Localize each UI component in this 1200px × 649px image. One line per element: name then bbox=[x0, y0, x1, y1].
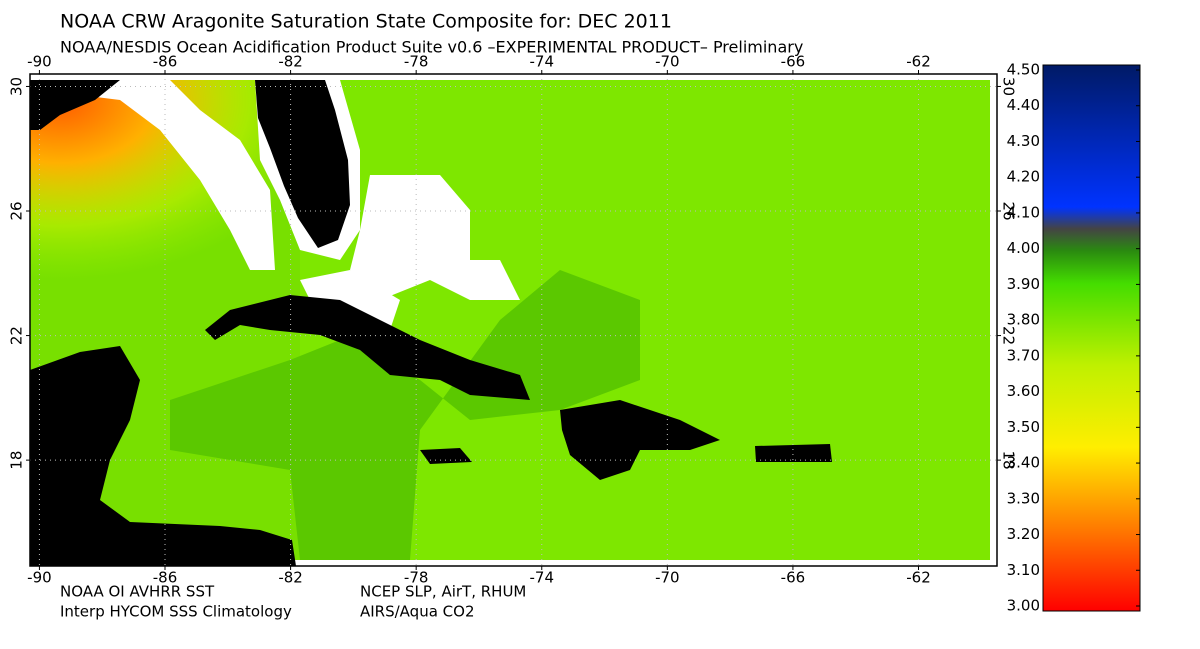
y-tick-label: 22 bbox=[8, 326, 26, 345]
y-tick-label: 22 bbox=[1000, 326, 1018, 345]
x-tick-label: -78 bbox=[404, 53, 429, 71]
colorbar-label: 3.90 bbox=[1007, 275, 1040, 293]
land bbox=[755, 444, 832, 462]
x-tick-label: -86 bbox=[153, 53, 178, 71]
y-tick-label: 26 bbox=[1000, 201, 1018, 220]
footer-text: Interp HYCOM SSS Climatology bbox=[60, 603, 292, 621]
colorbar-label: 3.30 bbox=[1007, 489, 1040, 507]
y-tick-label: 30 bbox=[8, 77, 26, 96]
x-tick-label: -62 bbox=[906, 53, 931, 71]
y-tick-label: 18 bbox=[8, 451, 26, 470]
subtitle: NOAA/NESDIS Ocean Acidification Product … bbox=[60, 38, 803, 57]
x-tick-label: -70 bbox=[655, 53, 680, 71]
land bbox=[420, 448, 472, 464]
colorbar bbox=[1042, 64, 1141, 612]
map-field bbox=[29, 73, 998, 567]
footer-text: NOAA OI AVHRR SST bbox=[60, 583, 215, 601]
x-tick-label: -70 bbox=[655, 569, 680, 587]
colorbar-label: 4.40 bbox=[1007, 96, 1040, 114]
x-tick-label: -90 bbox=[27, 53, 52, 71]
colorbar-label: 3.60 bbox=[1007, 382, 1040, 400]
land bbox=[30, 346, 296, 566]
x-tick-label: -82 bbox=[278, 53, 303, 71]
colorbar-label: 4.30 bbox=[1007, 132, 1040, 150]
title: NOAA CRW Aragonite Saturation State Comp… bbox=[60, 11, 672, 33]
land bbox=[30, 80, 120, 130]
x-tick-label: -66 bbox=[781, 569, 806, 587]
footer-text: AIRS/Aqua CO2 bbox=[360, 603, 475, 621]
x-tick-label: -66 bbox=[781, 53, 806, 71]
x-tick-label: -74 bbox=[530, 53, 555, 71]
footer-text: NCEP SLP, AirT, RHUM bbox=[360, 583, 526, 601]
colorbar-label: 3.20 bbox=[1007, 525, 1040, 543]
colorbar-label: 4.50 bbox=[1007, 61, 1040, 79]
colorbar-label: 3.80 bbox=[1007, 311, 1040, 329]
ocean-low bbox=[170, 270, 640, 560]
colorbar-label: 3.50 bbox=[1007, 418, 1040, 436]
shelf bbox=[350, 175, 520, 300]
y-tick-label: 30 bbox=[1000, 77, 1018, 96]
map-frame bbox=[29, 73, 998, 567]
colorbar-label: 4.10 bbox=[1007, 203, 1040, 221]
colorbar-label: 3.40 bbox=[1007, 454, 1040, 472]
shelf bbox=[30, 80, 275, 270]
y-tick-label: 18 bbox=[1000, 451, 1018, 470]
x-tick-label: -62 bbox=[906, 569, 931, 587]
x-tick-label: -78 bbox=[404, 569, 429, 587]
colorbar-label: 4.20 bbox=[1007, 168, 1040, 186]
x-tick-label: -86 bbox=[153, 569, 178, 587]
land bbox=[205, 295, 530, 400]
colorbar-label: 4.00 bbox=[1007, 239, 1040, 257]
colorbar-label: 3.10 bbox=[1007, 561, 1040, 579]
margin bbox=[990, 74, 997, 566]
colorbar-label: 3.70 bbox=[1007, 346, 1040, 364]
x-tick-label: -74 bbox=[530, 569, 555, 587]
x-tick-label: -90 bbox=[27, 569, 52, 587]
x-tick-label: -82 bbox=[278, 569, 303, 587]
land bbox=[255, 80, 350, 248]
y-tick-label: 26 bbox=[8, 201, 26, 220]
colorbar-label: 3.00 bbox=[1007, 597, 1040, 615]
